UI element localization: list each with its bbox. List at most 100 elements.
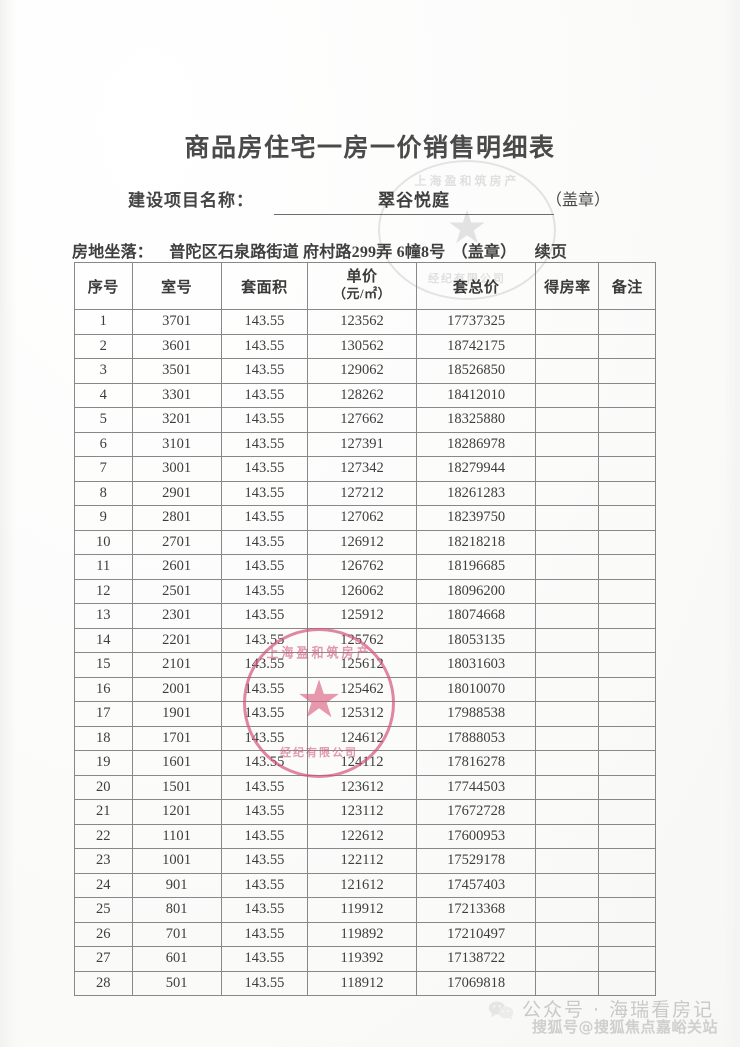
cell-usable-rate [535,382,600,408]
table-row: 13 2301 143.55 125912 18074668 [74,603,656,629]
cell-unit-price: 129062 [307,358,418,384]
cell-remark [598,480,656,506]
cell-total-price: 18261283 [416,480,537,506]
cell-index: 19 [74,750,133,776]
table-body: 1 3701 143.55 123562 17737325 2 3601 143.55 1305… [74,309,656,996]
cell-room: 3701 [131,309,222,335]
address-value: 普陀区石泉路街道 府村路299弄 6幢8号 [169,244,446,261]
cell-remark [598,505,656,531]
project-name-row: 建设项目名称： 翠谷悦庭 （盖章） [128,186,628,215]
cell-area: 143.55 [220,848,309,874]
cell-room: 1001 [131,848,222,874]
table-row: 23 1001 143.55 122112 17529178 [74,848,656,874]
cell-room: 2201 [131,627,222,653]
cell-index: 27 [74,946,133,972]
cell-room: 1501 [131,774,222,800]
cell-usable-rate [535,505,600,531]
cell-total-price: 18196685 [416,554,537,580]
cell-usable-rate [535,676,600,702]
cell-index: 1 [74,309,133,335]
cell-usable-rate [535,774,600,800]
cell-unit-price: 130562 [307,333,418,359]
cell-remark [598,431,656,457]
cell-unit-price: 126912 [307,529,418,555]
cell-remark [598,946,656,972]
cell-area: 143.55 [220,774,309,800]
cell-remark [598,382,656,408]
cell-total-price: 18053135 [416,627,537,653]
cell-total-price: 18096200 [416,578,537,604]
cell-unit-price: 123612 [307,774,418,800]
table-row: 18 1701 143.55 124612 17888053 [74,725,656,751]
cell-remark [598,652,656,678]
cell-area: 143.55 [220,505,309,531]
cell-area: 143.55 [220,725,309,751]
cell-room: 3601 [131,333,222,359]
table-header: 序号 室号 套面积 单价 （元/㎡） 套总价 得房率 备注 [74,262,656,310]
cell-index: 14 [74,627,133,653]
cell-area: 143.55 [220,799,309,825]
column-header-room: 室号 [131,262,222,310]
cell-unit-price: 124612 [307,725,418,751]
cell-area: 143.55 [220,431,309,457]
cell-area: 143.55 [220,872,309,898]
cell-usable-rate [535,603,600,629]
cell-area: 143.55 [220,750,309,776]
sohu-account-watermark: 搜狐号@搜狐焦点嘉峪关站 [532,1018,719,1036]
cell-usable-rate [535,872,600,898]
table-row: 28 501 143.55 118912 17069818 [74,970,656,996]
cell-room: 2601 [131,554,222,580]
project-name-label: 建设项目名称： [128,191,254,210]
table-row: 8 2901 143.55 127212 18261283 [74,480,656,506]
cell-remark [598,529,656,555]
cell-index: 3 [74,358,133,384]
cell-total-price: 17457403 [416,872,537,898]
cell-remark [598,823,656,849]
cell-index: 28 [74,970,133,996]
cell-remark [598,627,656,653]
table-row: 25 801 143.55 119912 17213368 [74,897,656,923]
page-title: 商品房住宅一房一价销售明细表 [184,133,556,162]
cell-total-price: 17069818 [416,970,537,996]
cell-unit-price: 123112 [307,799,418,825]
cell-remark [598,309,656,335]
project-name-value: 翠谷悦庭 [378,191,450,210]
cell-room: 3201 [131,407,222,433]
cell-total-price: 18218218 [416,529,537,555]
cell-usable-rate [535,823,600,849]
cell-total-price: 17213368 [416,897,537,923]
table-row: 10 2701 143.55 126912 18218218 [74,529,656,555]
cell-remark [598,603,656,629]
wechat-account-watermark: 公众号 · 海瑞看房记 [522,999,715,1021]
table-row: 11 2601 143.55 126762 18196685 [74,554,656,580]
cell-index: 26 [74,921,133,947]
cell-remark [598,897,656,923]
cell-remark [598,750,656,776]
cell-usable-rate [535,431,600,457]
cell-area: 143.55 [220,480,309,506]
cell-room: 501 [131,970,222,996]
cell-index: 9 [74,505,133,531]
cell-area: 143.55 [220,701,309,727]
cell-index: 15 [74,652,133,678]
table-row: 3 3501 143.55 129062 18526850 [74,358,656,384]
scan-edge-left [0,0,16,1047]
cell-usable-rate [535,627,600,653]
cell-area: 143.55 [220,382,309,408]
cell-index: 17 [74,701,133,727]
cell-area: 143.55 [220,897,309,923]
project-name-field: 翠谷悦庭 [274,186,554,215]
cell-unit-price: 127062 [307,505,418,531]
table-row: 27 601 143.55 119392 17138722 [74,946,656,972]
wechat-icon [488,1001,514,1020]
cell-unit-price: 121612 [307,872,418,898]
cell-usable-rate [535,578,600,604]
cell-total-price: 18526850 [416,358,537,384]
cell-index: 12 [74,578,133,604]
cell-unit-price: 127391 [307,431,418,457]
cell-index: 7 [74,456,133,482]
table-row: 22 1101 143.55 122612 17600953 [74,823,656,849]
cell-room: 701 [131,921,222,947]
cell-usable-rate [535,725,600,751]
cell-unit-price: 118912 [307,970,418,996]
